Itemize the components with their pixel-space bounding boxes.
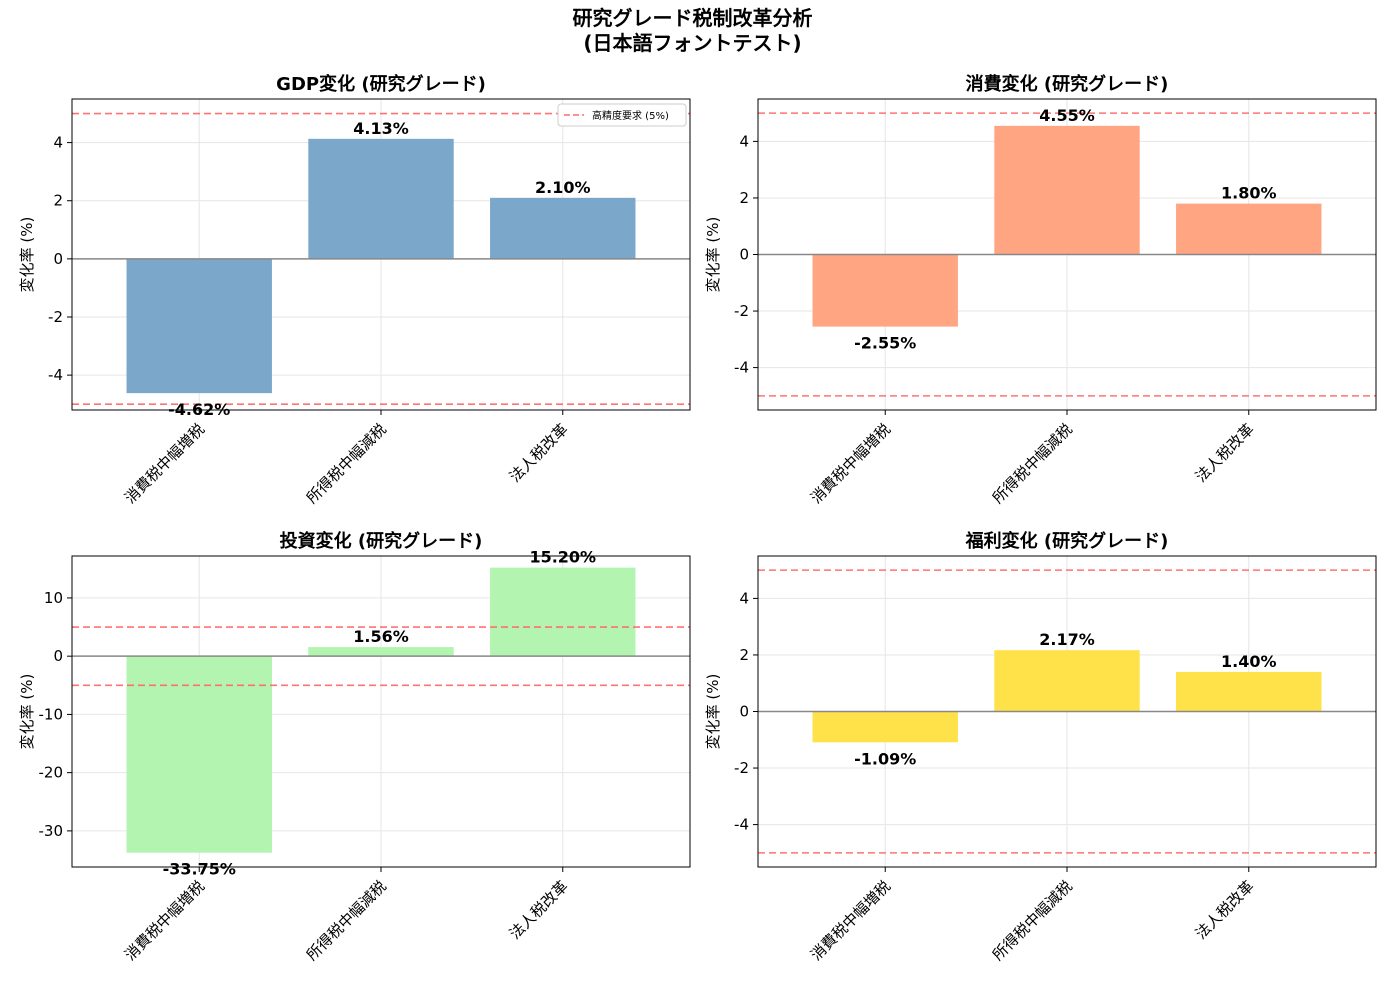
bar-2 — [308, 647, 454, 657]
y-tick-label: 10 — [44, 589, 63, 607]
y-tick-label: -2 — [48, 308, 63, 326]
y-tick-label: -10 — [39, 705, 64, 723]
category-label-1: 消費税中幅増税 — [807, 877, 894, 964]
value-label-3: 15.20% — [529, 548, 596, 567]
chart-title: 投資変化 (研究グレード) — [280, 530, 483, 552]
figure-suptitle: 研究グレード税制改革分析 (日本語フォントテスト) — [0, 6, 1385, 56]
bar-3 — [490, 567, 636, 657]
value-label-2: 2.17% — [1039, 630, 1095, 649]
bar-2 — [308, 138, 454, 259]
y-tick-label: -2 — [734, 302, 749, 320]
legend: 高精度要求 (5%) — [557, 103, 687, 127]
y-tick-label: 2 — [739, 646, 749, 664]
y-tick-label: 0 — [739, 246, 749, 264]
category-label-2: 所得税中幅減税 — [989, 420, 1076, 507]
suptitle-line-2: (日本語フォントテスト) — [583, 31, 802, 55]
bar-1 — [126, 656, 272, 853]
value-label-1: -2.55% — [854, 334, 916, 353]
y-tick-label: -20 — [39, 764, 64, 782]
y-tick-label: -30 — [39, 822, 64, 840]
chart-panel-2: -2.55% 4.55% 1.80% -4 -2 0 2 4 消費税中幅増税 所得税中幅減税 法人税… — [704, 73, 1377, 507]
y-tick-label: 4 — [739, 132, 749, 150]
chart-panel-4: -1.09% 2.17% 1.40% -4 -2 0 2 4 消費税中幅増税 所得税中幅減税 法人税… — [704, 530, 1377, 964]
y-tick-label: 4 — [739, 589, 749, 607]
y-tick-label: 0 — [53, 250, 63, 268]
bar-2 — [994, 650, 1140, 712]
value-label-1: -1.09% — [854, 749, 916, 768]
value-label-2: 4.13% — [353, 119, 409, 138]
y-tick-label: 0 — [53, 647, 63, 665]
y-tick-label: 0 — [739, 703, 749, 721]
bar-1 — [812, 711, 958, 743]
category-label-3: 法人税改革 — [506, 877, 572, 943]
category-label-2: 所得税中幅減税 — [989, 877, 1076, 964]
y-axis-label: 変化率 (%) — [704, 217, 722, 293]
value-label-3: 1.80% — [1221, 184, 1277, 203]
chart-title: 福利変化 (研究グレード) — [965, 530, 1169, 552]
y-tick-label: -4 — [734, 359, 749, 377]
chart-title: GDP変化 (研究グレード) — [276, 73, 486, 95]
bar-3 — [1176, 671, 1322, 712]
y-tick-label: 2 — [53, 192, 63, 210]
y-tick-label: 4 — [53, 134, 63, 152]
y-tick-label: -4 — [734, 816, 749, 834]
category-label-2: 所得税中幅減税 — [303, 877, 390, 964]
y-axis-label: 変化率 (%) — [18, 674, 36, 750]
category-label-3: 法人税改革 — [506, 420, 572, 486]
bar-3 — [1176, 203, 1322, 255]
bar-1 — [812, 254, 958, 327]
category-label-1: 消費税中幅増税 — [807, 420, 894, 507]
y-axis-label: 変化率 (%) — [704, 674, 722, 750]
value-label-2: 4.55% — [1039, 106, 1095, 125]
bar-2 — [994, 125, 1140, 255]
category-label-3: 法人税改革 — [1192, 877, 1258, 943]
category-label-2: 所得税中幅減税 — [303, 420, 390, 507]
y-axis-label: 変化率 (%) — [18, 217, 36, 293]
value-label-2: 1.56% — [353, 627, 409, 646]
value-label-3: 2.10% — [535, 178, 591, 197]
bar-3 — [490, 197, 636, 259]
category-label-1: 消費税中幅増税 — [121, 877, 208, 964]
legend-entry: 高精度要求 (5%) — [592, 109, 669, 122]
suptitle-line-1: 研究グレード税制改革分析 — [572, 6, 813, 30]
bar-1 — [126, 258, 272, 394]
y-tick-label: -4 — [48, 366, 63, 384]
y-tick-label: -2 — [734, 759, 749, 777]
category-label-3: 法人税改革 — [1192, 420, 1258, 486]
value-label-3: 1.40% — [1221, 652, 1277, 671]
y-tick-label: 2 — [739, 189, 749, 207]
chart-title: 消費変化 (研究グレード) — [966, 73, 1169, 95]
legend-box — [557, 103, 687, 127]
category-label-1: 消費税中幅増税 — [121, 420, 208, 507]
